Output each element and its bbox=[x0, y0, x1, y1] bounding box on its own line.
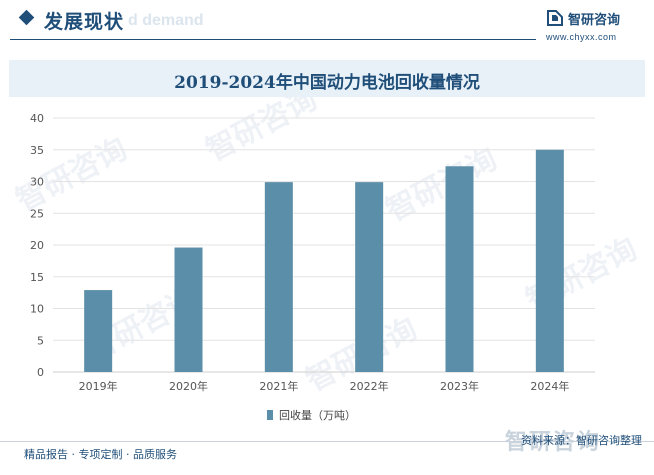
brand: 智研咨询 www.chyxx.com bbox=[546, 8, 646, 44]
y-tick-label: 40 bbox=[30, 112, 44, 125]
bar-chart: 0 5 10 15 20 25 30 35 40 2019年 2020年 2021年 2022年 2023… bbox=[30, 112, 595, 393]
section-title: 发展现状 bbox=[44, 11, 125, 33]
header-divider bbox=[10, 39, 536, 40]
brand-name: 智研咨询 bbox=[568, 13, 621, 28]
chart-title-band: 2019-2024年中国动力电池回收量情况 bbox=[9, 60, 645, 97]
y-tick-label: 25 bbox=[30, 207, 44, 220]
bar bbox=[355, 182, 384, 372]
y-tick-label: 10 bbox=[30, 303, 44, 316]
x-tick-label: 2023年 bbox=[440, 379, 479, 393]
y-tick-label: 20 bbox=[30, 239, 44, 252]
bar bbox=[84, 290, 113, 372]
footer-brand-watermark: 智研咨询 bbox=[505, 430, 602, 455]
header: d demand 发展现状 智研咨询 www.chyxx.com bbox=[0, 0, 654, 42]
bar bbox=[174, 247, 203, 372]
x-tick-label: 2022年 bbox=[350, 379, 389, 393]
brand-logo-icon bbox=[547, 10, 563, 26]
x-tick-label: 2024年 bbox=[530, 379, 569, 393]
footer-tagline: 精品报告 · 专项定制 · 品质服务 bbox=[24, 448, 177, 461]
source-note: 资料来源：智研咨询整理 bbox=[521, 434, 642, 447]
legend-label: 回收量（万吨） bbox=[279, 409, 356, 422]
bar bbox=[264, 182, 293, 372]
x-tick-label: 2020年 bbox=[169, 379, 208, 393]
footer-divider bbox=[0, 441, 654, 442]
y-tick-label: 5 bbox=[37, 334, 44, 347]
y-tick-label: 15 bbox=[30, 271, 44, 284]
footer: 智研咨询 精品报告 · 专项定制 · 品质服务 资料来源：智研咨询整理 bbox=[0, 424, 654, 475]
y-tick-label: 0 bbox=[37, 366, 44, 379]
brand-url: www.chyxx.com bbox=[546, 32, 617, 42]
y-tick-label: 35 bbox=[30, 144, 44, 157]
bar bbox=[535, 149, 564, 372]
x-tick-label: 2021年 bbox=[259, 379, 298, 393]
header-ghost-text: d demand bbox=[128, 12, 204, 29]
chart-title: 2019-2024年中国动力电池回收量情况 bbox=[174, 73, 480, 93]
legend-swatch bbox=[267, 410, 273, 420]
y-tick-label: 30 bbox=[30, 176, 44, 189]
x-tick-label: 2019年 bbox=[79, 379, 118, 393]
bar bbox=[445, 166, 474, 372]
